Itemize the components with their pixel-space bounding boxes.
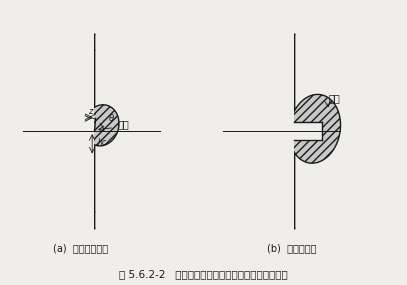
Polygon shape <box>294 122 322 140</box>
Polygon shape <box>84 105 119 146</box>
Text: 铣平: 铣平 <box>329 93 340 103</box>
Text: z: z <box>88 107 92 117</box>
Text: 铣平: 铣平 <box>118 120 129 130</box>
Text: 图 5.6.2-2   箱形及钢管框架柱安装拼接接头坡口形式: 图 5.6.2-2 箱形及钢管框架柱安装拼接接头坡口形式 <box>119 269 288 279</box>
Text: (b)  全焊透焊缝: (b) 全焊透焊缝 <box>267 243 317 253</box>
Text: hc: hc <box>98 138 107 147</box>
Text: (a)  部分焊透焊缝: (a) 部分焊透焊缝 <box>53 243 108 253</box>
Polygon shape <box>44 16 94 247</box>
Polygon shape <box>232 4 294 258</box>
Polygon shape <box>289 94 341 163</box>
Text: θ: θ <box>108 114 114 123</box>
